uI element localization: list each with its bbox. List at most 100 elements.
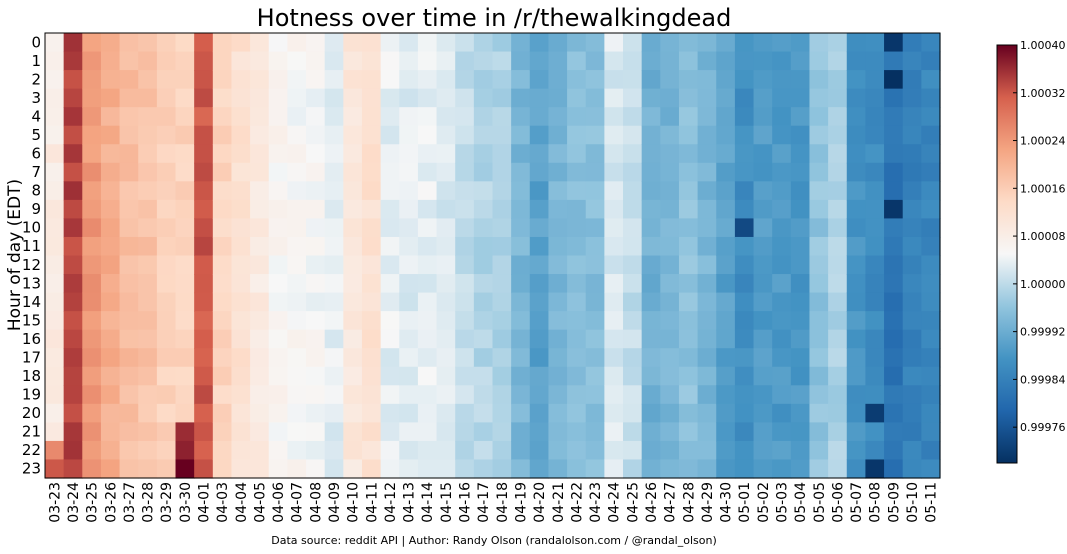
heatmap-cell xyxy=(455,255,475,275)
heatmap-cell xyxy=(63,366,83,386)
heatmap-cell xyxy=(343,385,363,405)
heatmap-cell xyxy=(194,311,214,331)
heatmap-cell xyxy=(772,125,792,145)
heatmap-cell xyxy=(678,366,699,386)
x-tick-label: 04-18 xyxy=(495,482,511,523)
heatmap-cell xyxy=(231,329,251,349)
heatmap-cell xyxy=(846,33,867,53)
heatmap-cell xyxy=(511,366,531,386)
heatmap-cell xyxy=(604,348,624,368)
heatmap-cell xyxy=(119,70,139,90)
heatmap-cell xyxy=(678,125,699,145)
heatmap-cell xyxy=(63,199,83,220)
heatmap-cell xyxy=(529,292,550,312)
heatmap-cell xyxy=(604,459,624,479)
heatmap-cell xyxy=(809,125,829,145)
heatmap-cell xyxy=(100,422,121,442)
heatmap-cell xyxy=(734,329,755,349)
heatmap-cell xyxy=(417,33,438,53)
heatmap-cell xyxy=(156,348,177,368)
y-tick-label: 7 xyxy=(31,163,41,181)
heatmap-cell xyxy=(753,329,773,349)
heatmap-cell xyxy=(45,440,65,461)
heatmap-cell xyxy=(623,422,643,442)
x-tick-label: 04-20 xyxy=(532,482,548,523)
heatmap-cell xyxy=(212,311,233,331)
heatmap-cell xyxy=(156,422,177,442)
heatmap-cell xyxy=(678,70,699,90)
heatmap-cell xyxy=(63,107,83,127)
heatmap-cell xyxy=(417,366,438,386)
heatmap-cell xyxy=(921,422,941,442)
heatmap-cell xyxy=(231,125,251,145)
heatmap-cell xyxy=(287,199,307,220)
heatmap-cell xyxy=(604,162,624,182)
heatmap-cell xyxy=(287,218,307,238)
heatmap-cell xyxy=(585,162,605,182)
heatmap-cell xyxy=(380,255,400,275)
heatmap-cell xyxy=(361,385,382,405)
heatmap-cell xyxy=(734,311,755,331)
colorbar-tick-label: 0.99992 xyxy=(1020,326,1066,339)
heatmap-cell xyxy=(175,311,195,331)
heatmap-cell xyxy=(678,255,699,275)
heatmap-cell xyxy=(63,33,83,53)
heatmap-cell xyxy=(772,348,792,368)
heatmap-cell xyxy=(324,199,344,220)
heatmap-cell xyxy=(231,292,251,312)
heatmap-cell xyxy=(399,311,419,331)
heatmap-cell xyxy=(212,181,233,201)
heatmap-cell xyxy=(660,422,680,442)
heatmap-cell xyxy=(548,311,568,331)
heatmap-cell xyxy=(436,255,456,275)
x-tick-label: 04-08 xyxy=(308,482,324,523)
heatmap-cell xyxy=(455,348,475,368)
heatmap-cell xyxy=(548,218,568,238)
x-tick-label: 05-10 xyxy=(905,482,921,523)
heatmap-cell xyxy=(678,348,699,368)
heatmap-cell xyxy=(492,422,512,442)
heatmap-cell xyxy=(287,236,307,257)
heatmap-cell xyxy=(250,218,270,238)
heatmap-cell xyxy=(380,440,400,461)
heatmap-cell xyxy=(417,311,438,331)
heatmap-cell xyxy=(772,311,792,331)
heatmap-cell xyxy=(884,440,904,461)
y-tick-label: 10 xyxy=(22,219,41,237)
heatmap-cell xyxy=(790,107,811,127)
x-tick-label: 04-15 xyxy=(439,482,455,523)
heatmap-cell xyxy=(380,144,400,164)
heatmap-cell xyxy=(492,348,512,368)
heatmap-cell xyxy=(417,329,438,349)
heatmap-cell xyxy=(473,144,494,164)
heatmap-cell xyxy=(734,366,755,386)
heatmap-cell xyxy=(306,199,326,220)
y-tick-label: 21 xyxy=(22,423,41,441)
x-tick-label: 04-09 xyxy=(327,482,343,523)
heatmap-cell xyxy=(324,403,344,423)
heatmap-cell xyxy=(380,385,400,405)
heatmap-cell xyxy=(119,311,139,331)
heatmap-cell xyxy=(809,33,829,53)
heatmap-cell xyxy=(921,162,941,182)
heatmap-cell xyxy=(753,348,773,368)
heatmap-cell xyxy=(45,366,65,386)
heatmap-cell xyxy=(399,162,419,182)
heatmap-cell xyxy=(846,70,867,90)
heatmap-cell xyxy=(511,144,531,164)
x-tick-label: 04-17 xyxy=(476,482,492,523)
heatmap-cell xyxy=(45,311,65,331)
heatmap-cell xyxy=(529,236,550,257)
heatmap-cell xyxy=(63,51,83,71)
heatmap-cell xyxy=(865,255,885,275)
heatmap-cell xyxy=(604,366,624,386)
heatmap-cell xyxy=(865,385,885,405)
heatmap-cell xyxy=(343,181,363,201)
heatmap-cell xyxy=(380,329,400,349)
heatmap-cell xyxy=(138,199,158,220)
heatmap-cell xyxy=(212,292,233,312)
heatmap-cell xyxy=(716,181,736,201)
heatmap-cell xyxy=(548,274,568,294)
heatmap-cell xyxy=(865,107,885,127)
heatmap-cell xyxy=(100,236,121,257)
